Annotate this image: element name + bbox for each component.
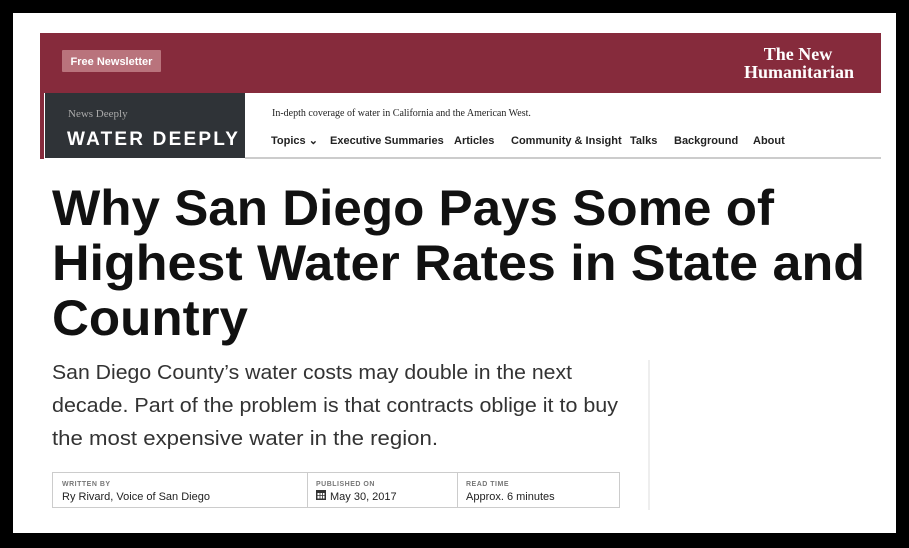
nav: Topics ⌄ Executive Summaries Articles Commu… xyxy=(271,135,785,147)
summary: San Diego County’s water costs may doubl… xyxy=(52,362,618,450)
nav-item[interactable]: Topics ⌄ xyxy=(271,135,318,147)
site-logo[interactable] xyxy=(45,93,245,158)
meta-label: READ TIME xyxy=(466,481,509,488)
nav-item[interactable]: Background xyxy=(674,135,738,147)
meta-value: Ry Rivard, Voice of San Diego xyxy=(62,491,210,503)
top-bar xyxy=(40,33,881,93)
site-name[interactable]: WATER DEEPLY xyxy=(67,129,240,150)
meta-label: WRITTEN BY xyxy=(62,481,111,488)
calendar-icon xyxy=(316,490,326,500)
headline-line: Country xyxy=(52,290,248,346)
summary-line: San Diego County’s water costs may doubl… xyxy=(52,362,572,384)
meta: WRITTEN BY Ry Rivard, Voice of San Diego P… xyxy=(62,481,555,503)
meta-value: May 30, 2017 xyxy=(330,491,397,503)
meta-value: Approx. 6 minutes xyxy=(466,491,555,503)
headline-line: Highest Water Rates in State and xyxy=(52,235,865,291)
meta-label: PUBLISHED ON xyxy=(316,481,375,488)
nav-item[interactable]: About xyxy=(753,135,785,147)
edge xyxy=(40,93,44,159)
nav-item[interactable]: Talks xyxy=(630,135,657,147)
brand[interactable]: Humanitarian xyxy=(744,62,854,82)
summary-line: the most expensive water in the region. xyxy=(52,428,438,450)
tagline: In-depth coverage of water in California… xyxy=(272,108,531,119)
newsletter-button[interactable] xyxy=(62,50,161,72)
nav-item[interactable]: Executive Summaries xyxy=(330,135,444,147)
headline-line: Why San Diego Pays Some of xyxy=(52,180,774,236)
nav-item[interactable]: Articles xyxy=(454,135,494,147)
summary-line: decade. Part of the problem is that cont… xyxy=(52,395,618,417)
meta-box xyxy=(52,472,620,508)
brand[interactable]: The New xyxy=(764,44,833,64)
newsletter-label[interactable]: Free Newsletter xyxy=(71,56,154,68)
nav-item[interactable]: Community & Insight xyxy=(511,135,622,147)
network-name: News Deeply xyxy=(68,108,128,120)
